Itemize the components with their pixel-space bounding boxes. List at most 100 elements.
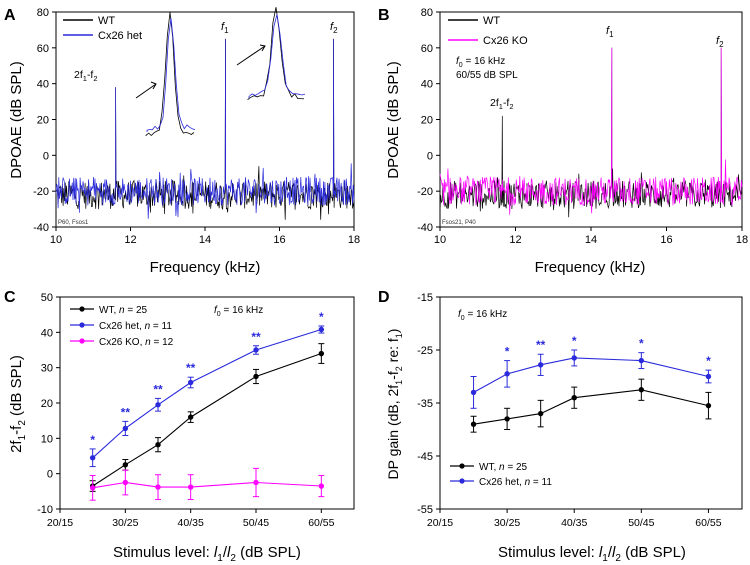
y-tick-label-d: -45 (417, 451, 433, 463)
x-tick-label-d: 20/15 (427, 517, 453, 529)
x-tick-label-b: 14 (585, 234, 597, 246)
spectrum-trace-a-1 (55, 38, 355, 219)
series-line-c-0 (92, 352, 322, 487)
x-tick-label-a: 10 (50, 234, 62, 246)
y-tick-label-b: -40 (417, 222, 433, 234)
panel-letter-a: A (4, 7, 16, 24)
spectrum-trace-b-1 (439, 47, 743, 215)
panel-b: 10 12 14 16 18 -40 -20 0 20 40 60 80 WT Cx26 KO f0 … (385, 7, 748, 276)
y-tick-label-d: -55 (417, 504, 433, 516)
data-point-d (504, 371, 510, 377)
y-tick-label-b: -20 (417, 186, 433, 198)
legend-marker-wt-c (79, 306, 85, 312)
legend-marker-het-d (459, 478, 465, 484)
x-tick-label-a: 18 (348, 234, 360, 246)
y-tick-label-d: -15 (417, 292, 433, 304)
x-tick-label-b: 12 (509, 234, 521, 246)
y-tick-label-d: -25 (417, 345, 433, 357)
x-tick-label-c: 50/45 (243, 517, 269, 529)
legend-label-het-a: Cx26 het (98, 30, 142, 42)
data-point-c (187, 379, 194, 386)
series-d: * ** * ** (470, 334, 712, 433)
data-point-c (122, 462, 129, 468)
legend-label-wt-a: WT (98, 15, 115, 27)
panel-c: 20/15 30/25 40/35 50/45 60/55-1001020304050 … (8, 292, 355, 564)
axis-ticks-a: 10 12 14 16 18 -40 -20 0 20 40 60 80 (33, 7, 360, 246)
y-axis-label-c: 2f1-f2 (dB SPL) (8, 355, 28, 453)
data-point-d (638, 387, 645, 393)
y-tick-label-a: 80 (37, 7, 49, 19)
legend-label-het-d: Cx26 het, n = 11 (479, 477, 552, 488)
data-point-d (504, 416, 510, 422)
y-tick-label-a: -40 (33, 222, 49, 234)
significance-marker-d: * (505, 345, 510, 359)
panel-letter-d: D (378, 289, 390, 306)
significance-marker-c: * (319, 310, 324, 324)
y-tick-label-c: 0 (47, 469, 53, 481)
y-tick-label-a: -20 (33, 186, 49, 198)
x-tick-label-b: 16 (660, 234, 672, 246)
significance-marker-d: * (572, 334, 577, 348)
peak-label-dp-b: 2f1-f2 (490, 97, 514, 111)
data-point-c (187, 414, 194, 420)
data-point-c (122, 425, 129, 432)
axis-ticks-c: 20/15 30/25 40/35 50/45 60/55 -10 0 10 20 30 40 50 (37, 292, 335, 529)
x-tick-label-c: 60/55 (308, 517, 334, 529)
data-point-d (571, 395, 577, 401)
legend-marker-het-c (79, 322, 85, 328)
significance-marker-c: ** (121, 405, 131, 419)
x-tick-label-c: 20/15 (47, 517, 73, 529)
x-axis-label-d: Stimulus level: l1/l2 (dB SPL) (498, 544, 686, 564)
data-point-c (318, 483, 325, 489)
x-tick-label-d: 50/45 (628, 517, 654, 529)
data-point-d (705, 373, 712, 380)
inset-trace-dp-het (146, 18, 196, 132)
legend-label-wt-c: WT, n = 25 (99, 305, 148, 316)
annotation-f0-b: f0 = 16 kHz (456, 56, 505, 69)
panel-a: 10 12 14 16 18 -40 -20 0 20 40 60 80 WT Cx26 het 2f… (8, 7, 360, 276)
inset-arrow-2-a (236, 45, 266, 66)
series-line-d-1 (473, 357, 709, 393)
peak-label-f2-a: f2 (330, 21, 338, 35)
inset-arrow-1-a (135, 83, 157, 99)
x-tick-label-a: 16 (273, 234, 285, 246)
data-point-d (537, 410, 544, 417)
x-tick-label-b: 18 (736, 234, 748, 246)
y-tick-label-b: 0 (427, 150, 433, 162)
data-point-c (89, 455, 96, 461)
data-point-c (187, 484, 194, 490)
spectrum-traces-b (439, 47, 743, 218)
data-point-c (318, 326, 325, 333)
legend-label-het-c: Cx26 het, n = 11 (99, 321, 172, 332)
y-axis-label-d: DP gain (dB, 2f1-f2 re: f1) (385, 329, 404, 480)
y-tick-label-b: 20 (421, 115, 433, 127)
x-axis-label-c: Stimulus level: l1/l2 (dB SPL) (113, 544, 301, 564)
significance-marker-d: * (639, 337, 644, 351)
y-tick-label-b: 40 (421, 79, 433, 91)
legend-marker-ko-c (79, 338, 85, 344)
x-tick-label-d: 30/25 (494, 517, 520, 529)
y-tick-label-b: 80 (421, 7, 433, 19)
x-tick-label-b: 10 (434, 234, 446, 246)
legend-marker-wt-d (459, 463, 465, 469)
y-tick-label-c: -10 (37, 504, 53, 516)
y-tick-label-d: -35 (417, 398, 433, 410)
series-c: ********** (89, 310, 325, 501)
x-tick-label-c: 40/35 (178, 517, 204, 529)
data-point-d (571, 355, 577, 361)
x-tick-label-a: 12 (124, 234, 136, 246)
x-tick-label-c: 30/25 (112, 517, 138, 529)
legend-label-ko-b: Cx26 KO (483, 35, 528, 47)
inset-trace-dp-wt (145, 12, 195, 137)
small-note-b: Fsos21, P40 (442, 220, 476, 226)
legend-label-wt-d: WT, n = 25 (479, 462, 528, 473)
inset-trace-f1-wt (247, 7, 305, 100)
significance-marker-c: ** (251, 330, 261, 344)
legend-label-ko-c: Cx26 KO, n = 12 (99, 337, 174, 348)
annotation-level-b: 60/55 dB SPL (456, 70, 518, 81)
y-tick-label-a: 0 (43, 150, 49, 162)
significance-marker-c: ** (153, 382, 163, 396)
data-point-c (89, 485, 96, 491)
data-point-d (470, 421, 477, 427)
annotation-f0-c: f0 = 16 kHz (214, 305, 263, 318)
